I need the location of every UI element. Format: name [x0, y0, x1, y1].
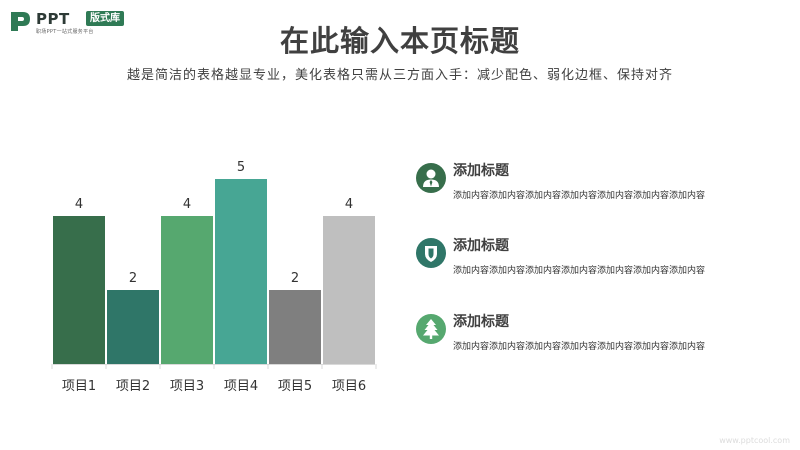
item-body: 添加内容添加内容添加内容添加内容添加内容添加内容添加内容 — [453, 342, 706, 352]
brand-logo: PPT 版式库 职场PPT一站式服务平台 — [9, 9, 134, 35]
logo-badge: 版式库 — [86, 11, 124, 26]
watermark: www.pptcool.com — [719, 436, 790, 445]
x-tick-label: 项目4 — [224, 379, 258, 394]
page-subtitle: 越是简洁的表格越显专业，美化表格只需从三方面入手：减少配色、弱化边框、保持对齐 — [126, 68, 673, 83]
data-label: 4 — [345, 197, 353, 212]
logo-wordmark: PPT — [36, 10, 70, 28]
data-label: 2 — [129, 271, 137, 286]
data-label: 5 — [237, 160, 245, 175]
x-tick-label: 项目1 — [62, 379, 96, 394]
bar — [215, 179, 267, 364]
bar — [323, 216, 375, 364]
x-tick-label: 项目6 — [332, 379, 366, 394]
item-title: 添加标题 — [453, 163, 509, 179]
item-title: 添加标题 — [453, 238, 509, 254]
tree-icon — [416, 314, 446, 344]
x-tick-label: 项目5 — [278, 379, 312, 394]
person-tie-icon — [416, 163, 446, 193]
data-label: 2 — [291, 271, 299, 286]
item-title: 添加标题 — [453, 314, 509, 330]
page-title: 在此输入本页标题 — [279, 24, 520, 58]
x-tick-label: 项目2 — [116, 379, 150, 394]
bar — [107, 290, 159, 364]
logo-tagline: 职场PPT一站式服务平台 — [36, 29, 94, 35]
feature-item: 添加标题 添加内容添加内容添加内容添加内容添加内容添加内容添加内容 — [416, 163, 756, 213]
bar — [269, 290, 321, 364]
data-label: 4 — [183, 197, 191, 212]
logo-mark-icon — [11, 12, 30, 31]
shield-icon — [416, 238, 446, 268]
x-tick-label: 项目3 — [170, 379, 204, 394]
bar — [53, 216, 105, 364]
feature-item: 添加标题 添加内容添加内容添加内容添加内容添加内容添加内容添加内容 — [416, 314, 756, 364]
feature-item: 添加标题 添加内容添加内容添加内容添加内容添加内容添加内容添加内容 — [416, 238, 756, 288]
bar — [161, 216, 213, 364]
item-body: 添加内容添加内容添加内容添加内容添加内容添加内容添加内容 — [453, 266, 706, 276]
item-body: 添加内容添加内容添加内容添加内容添加内容添加内容添加内容 — [453, 191, 706, 201]
data-label: 4 — [75, 197, 83, 212]
